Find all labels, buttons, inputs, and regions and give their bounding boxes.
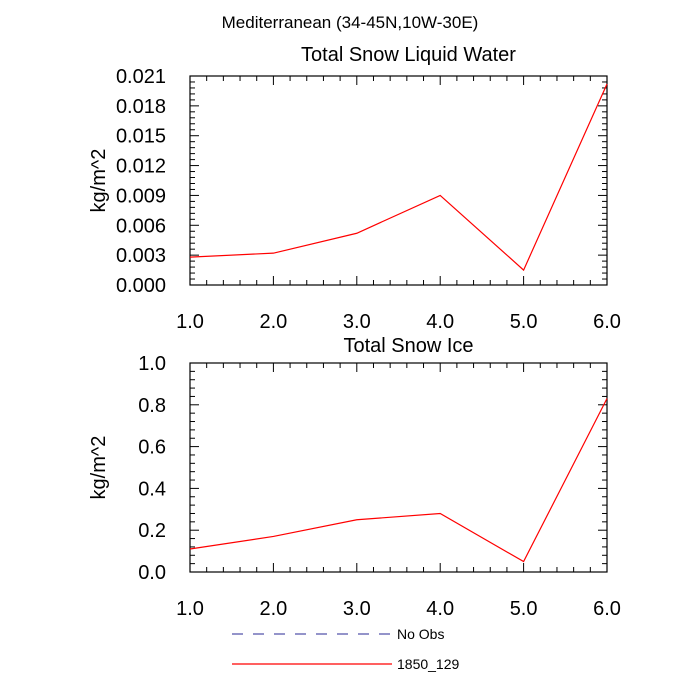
y-tick-label: 0.012 bbox=[116, 156, 166, 178]
chart-panel-1: Total Snow Liquid Water kg/m^2 1.0 2.0 3.0 4.… bbox=[88, 44, 621, 333]
plot-frame bbox=[189, 75, 608, 286]
plot-frame bbox=[189, 362, 608, 573]
y-tick-label: 0.2 bbox=[138, 520, 166, 542]
x-tick-label: 1.0 bbox=[176, 598, 204, 620]
legend: No Obs 1850_129 bbox=[232, 626, 460, 672]
y-tick-label: 0.8 bbox=[138, 395, 166, 417]
x-tick-label: 5.0 bbox=[510, 598, 538, 620]
x-tick-label: 4.0 bbox=[426, 311, 454, 333]
series-line bbox=[189, 83, 608, 272]
legend-label: No Obs bbox=[397, 626, 444, 642]
y-tick-label: 0.009 bbox=[116, 185, 166, 207]
x-tick-label: 6.0 bbox=[593, 311, 621, 333]
x-tick-label: 3.0 bbox=[343, 598, 371, 620]
x-tick-label: 4.0 bbox=[426, 598, 454, 620]
y-tick-label: 0.4 bbox=[138, 478, 166, 500]
x-tick-label: 2.0 bbox=[259, 598, 287, 620]
y-tick-label: 1.0 bbox=[138, 353, 166, 375]
y-tick-label: 0.006 bbox=[116, 215, 166, 237]
chart-panels: Total Snow Liquid Water kg/m^2 1.0 2.0 3.0 4.… bbox=[88, 44, 621, 620]
x-tick-label: 3.0 bbox=[343, 311, 371, 333]
figure-title: Mediterranean (34-45N,10W-30E) bbox=[222, 13, 479, 32]
x-tick-label: 6.0 bbox=[593, 598, 621, 620]
y-tick-label: 0.021 bbox=[116, 66, 166, 88]
y-tick-label: 0.000 bbox=[116, 275, 166, 297]
x-tick-label: 2.0 bbox=[259, 311, 287, 333]
series-line bbox=[189, 398, 608, 563]
y-axis-label: kg/m^2 bbox=[88, 149, 110, 213]
chart-panel-2: Total Snow Ice kg/m^2 1.0 2.0 3.0 4.0 5.0 6.0 0.… bbox=[88, 335, 621, 620]
x-tick-label: 5.0 bbox=[510, 311, 538, 333]
x-tick-label: 1.0 bbox=[176, 311, 204, 333]
y-axis-label: kg/m^2 bbox=[88, 436, 110, 500]
y-tick-label: 0.6 bbox=[138, 437, 166, 459]
y-tick-label: 0.003 bbox=[116, 245, 166, 267]
y-tick-label: 0.0 bbox=[138, 562, 166, 584]
y-tick-label: 0.018 bbox=[116, 96, 166, 118]
legend-label: 1850_129 bbox=[397, 656, 460, 672]
panel-title: Total Snow Liquid Water bbox=[301, 44, 516, 66]
y-tick-label: 0.015 bbox=[116, 126, 166, 148]
panel-title: Total Snow Ice bbox=[343, 335, 473, 357]
